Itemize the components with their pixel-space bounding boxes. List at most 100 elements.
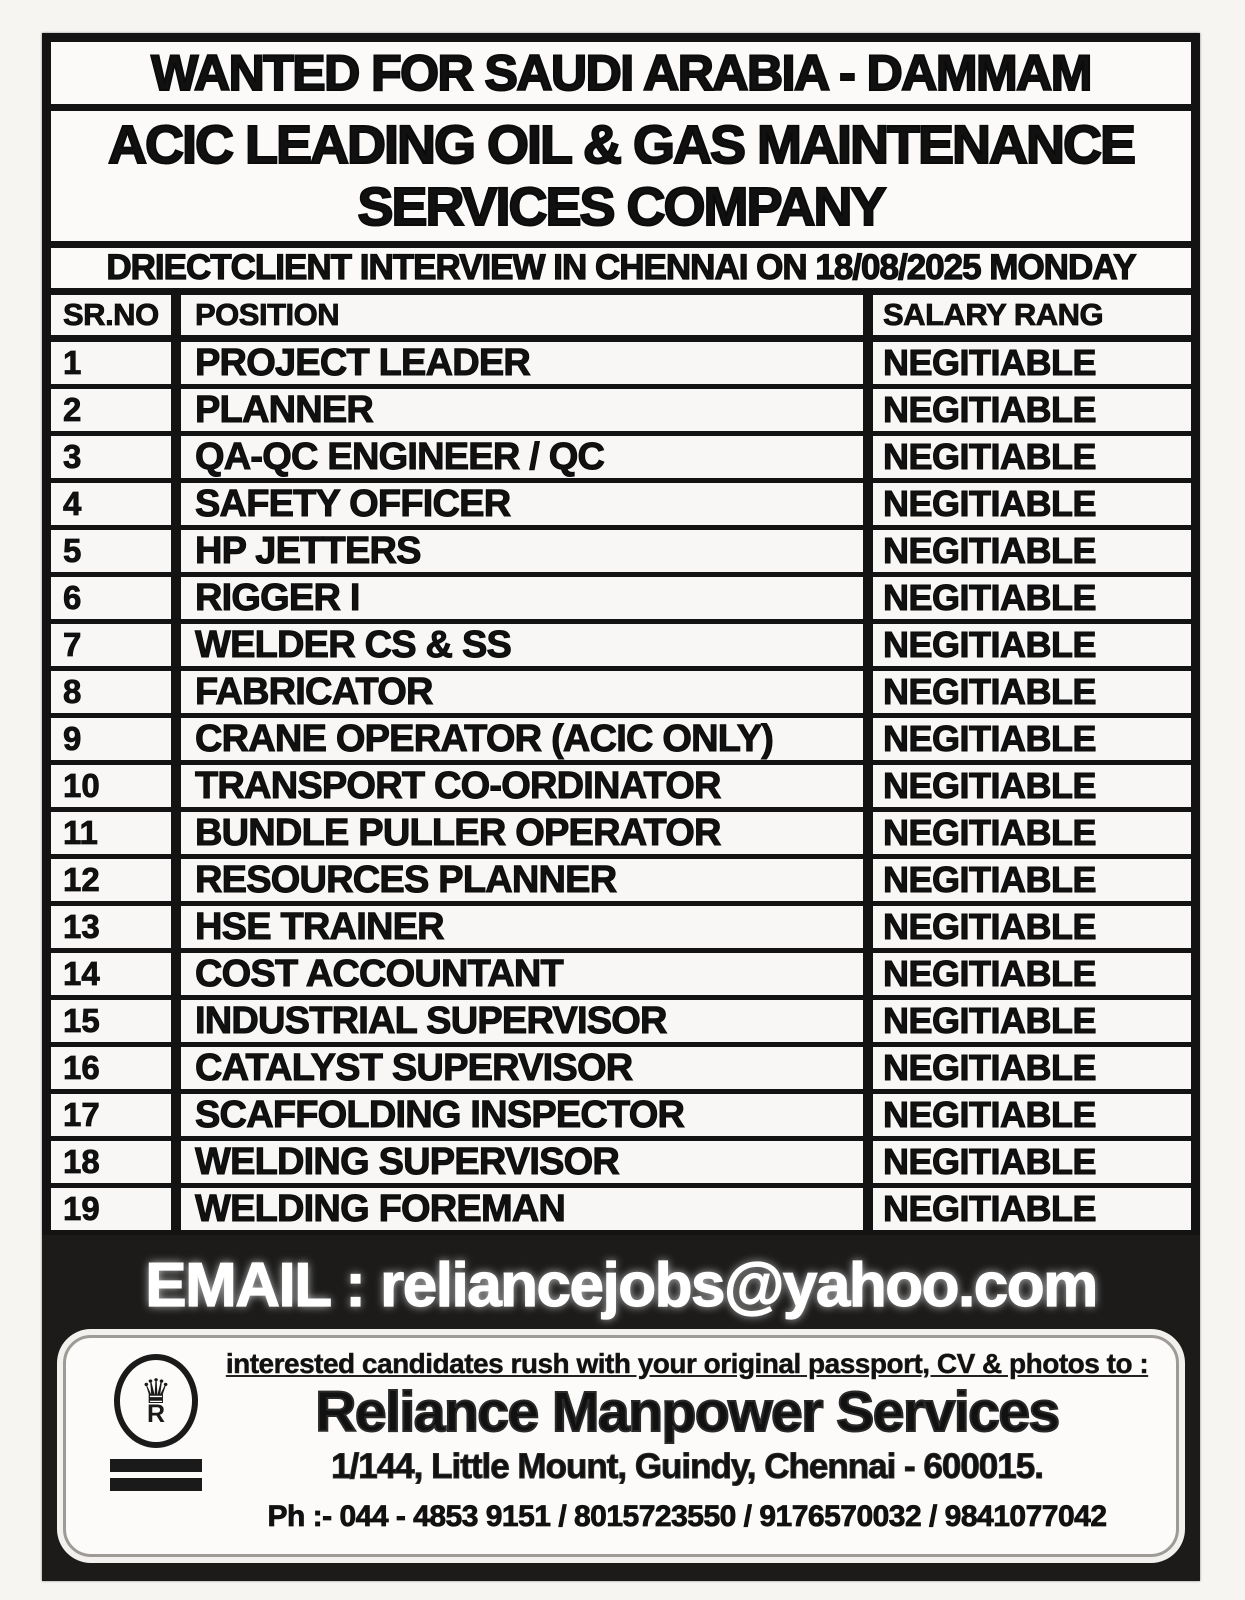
- company-title-band: ACIC LEADING OIL & GAS MAINTENANCE SERVI…: [51, 111, 1191, 241]
- position-cell: WELDING SUPERVISOR: [181, 1141, 863, 1183]
- logo-bar-icon: [110, 1478, 202, 1491]
- column-header-position: POSITION: [181, 295, 863, 335]
- contact-box: ♛ R interested candidates rush with your…: [63, 1335, 1179, 1557]
- salary-cell: NEGITIABLE: [873, 342, 1191, 384]
- table-row: 1 PROJECT LEADER NEGITIABLE: [51, 342, 1191, 384]
- table-row: 3 QA-QC ENGINEER / QC NEGITIABLE: [51, 436, 1191, 478]
- position-cell: QA-QC ENGINEER / QC: [181, 436, 863, 478]
- footer-section: EMAIL : reliancejobs@yahoo.com ♛ R inter…: [42, 1235, 1200, 1581]
- position-cell: INDUSTRIAL SUPERVISOR: [181, 1000, 863, 1042]
- sr-cell: 6: [51, 577, 171, 619]
- salary-cell: NEGITIABLE: [873, 1047, 1191, 1089]
- table-row: 15 INDUSTRIAL SUPERVISOR NEGITIABLE: [51, 1000, 1191, 1042]
- salary-cell: NEGITIABLE: [873, 1141, 1191, 1183]
- sr-cell: 15: [51, 1000, 171, 1042]
- position-cell: PROJECT LEADER: [181, 342, 863, 384]
- table-header-row: SR.NO POSITION SALARY RANG: [51, 295, 1191, 335]
- sr-cell: 2: [51, 389, 171, 431]
- agency-name: Reliance Manpower Services: [314, 1380, 1061, 1444]
- salary-cell: NEGITIABLE: [873, 530, 1191, 572]
- column-header-salary: SALARY RANG: [873, 295, 1191, 335]
- sr-cell: 5: [51, 530, 171, 572]
- crown-icon: ♛: [140, 1373, 172, 1411]
- main-title-band: WANTED FOR SAUDI ARABIA - DAMMAM: [51, 42, 1191, 104]
- salary-cell: NEGITIABLE: [873, 1188, 1191, 1230]
- poster-frame: WANTED FOR SAUDI ARABIA - DAMMAM ACIC LE…: [42, 33, 1200, 1581]
- table-row: 4 SAFETY OFFICER NEGITIABLE: [51, 483, 1191, 525]
- salary-cell: NEGITIABLE: [873, 624, 1191, 666]
- position-cell: SCAFFOLDING INSPECTOR: [181, 1094, 863, 1136]
- table-row: 16 CATALYST SUPERVISOR NEGITIABLE: [51, 1047, 1191, 1089]
- sr-cell: 1: [51, 342, 171, 384]
- table-row: 12 RESOURCES PLANNER NEGITIABLE: [51, 859, 1191, 901]
- salary-cell: NEGITIABLE: [873, 1094, 1191, 1136]
- sr-cell: 19: [51, 1188, 171, 1230]
- agency-address: 1/144, Little Mount, Guindy, Chennai - 6…: [331, 1446, 1045, 1486]
- position-cell: SAFETY OFFICER: [181, 483, 863, 525]
- salary-cell: NEGITIABLE: [873, 906, 1191, 948]
- position-cell: COST ACCOUNTANT: [181, 953, 863, 995]
- position-cell: CRANE OPERATOR (ACIC ONLY): [181, 718, 863, 760]
- crown-logo-icon: ♛ R: [114, 1354, 198, 1448]
- sr-cell: 7: [51, 624, 171, 666]
- position-cell: HP JETTERS: [181, 530, 863, 572]
- table-row: 6 RIGGER I NEGITIABLE: [51, 577, 1191, 619]
- email-line: EMAIL : reliancejobs@yahoo.com: [145, 1250, 1099, 1320]
- position-cell: HSE TRAINER: [181, 906, 863, 948]
- interview-banner: DRIECTCLIENT INTERVIEW IN CHENNAI ON 18/…: [51, 247, 1191, 288]
- table-row: 5 HP JETTERS NEGITIABLE: [51, 530, 1191, 572]
- salary-cell: NEGITIABLE: [873, 718, 1191, 760]
- column-header-srno: SR.NO: [51, 295, 171, 335]
- table-row: 13 HSE TRAINER NEGITIABLE: [51, 906, 1191, 948]
- sr-cell: 8: [51, 671, 171, 713]
- sr-cell: 10: [51, 765, 171, 807]
- agency-phone: Ph :- 044 - 4853 9151 / 8015723550 / 917…: [267, 1499, 1107, 1533]
- table-row: 19 WELDING FOREMAN NEGITIABLE: [51, 1188, 1191, 1230]
- sr-cell: 18: [51, 1141, 171, 1183]
- table-row: 14 COST ACCOUNTANT NEGITIABLE: [51, 953, 1191, 995]
- position-cell: TRANSPORT CO-ORDINATOR: [181, 765, 863, 807]
- agency-logo: ♛ R: [92, 1344, 220, 1548]
- salary-cell: NEGITIABLE: [873, 671, 1191, 713]
- table-row: 18 WELDING SUPERVISOR NEGITIABLE: [51, 1141, 1191, 1183]
- sr-cell: 4: [51, 483, 171, 525]
- position-cell: WELDING FOREMAN: [181, 1188, 863, 1230]
- company-title-line1: ACIC LEADING OIL & GAS MAINTENANCE: [107, 114, 1137, 176]
- salary-cell: NEGITIABLE: [873, 765, 1191, 807]
- sr-cell: 17: [51, 1094, 171, 1136]
- sr-cell: 3: [51, 436, 171, 478]
- salary-cell: NEGITIABLE: [873, 859, 1191, 901]
- sr-cell: 14: [51, 953, 171, 995]
- logo-bar-icon: [110, 1459, 202, 1472]
- salary-cell: NEGITIABLE: [873, 812, 1191, 854]
- position-cell: CATALYST SUPERVISOR: [181, 1047, 863, 1089]
- company-title-line2: SERVICES COMPANY: [356, 176, 887, 238]
- position-cell: RESOURCES PLANNER: [181, 859, 863, 901]
- logo-letter: R: [146, 1400, 166, 1428]
- main-title: WANTED FOR SAUDI ARABIA - DAMMAM: [150, 44, 1093, 102]
- notice-line: interested candidates rush with your ori…: [225, 1348, 1149, 1380]
- salary-cell: NEGITIABLE: [873, 577, 1191, 619]
- sr-cell: 12: [51, 859, 171, 901]
- salary-cell: NEGITIABLE: [873, 483, 1191, 525]
- sr-cell: 16: [51, 1047, 171, 1089]
- table-row: 10 TRANSPORT CO-ORDINATOR NEGITIABLE: [51, 765, 1191, 807]
- sr-cell: 9: [51, 718, 171, 760]
- sr-cell: 13: [51, 906, 171, 948]
- interview-banner-text: DRIECTCLIENT INTERVIEW IN CHENNAI ON 18/…: [106, 247, 1137, 287]
- position-cell: PLANNER: [181, 389, 863, 431]
- salary-cell: NEGITIABLE: [873, 389, 1191, 431]
- position-cell: BUNDLE PULLER OPERATOR: [181, 812, 863, 854]
- salary-cell: NEGITIABLE: [873, 436, 1191, 478]
- salary-cell: NEGITIABLE: [873, 1000, 1191, 1042]
- position-cell: WELDER CS & SS: [181, 624, 863, 666]
- position-cell: RIGGER I: [181, 577, 863, 619]
- salary-cell: NEGITIABLE: [873, 953, 1191, 995]
- table-row: 17 SCAFFOLDING INSPECTOR NEGITIABLE: [51, 1094, 1191, 1136]
- table-row: 9 CRANE OPERATOR (ACIC ONLY) NEGITIABLE: [51, 718, 1191, 760]
- table-row: 2 PLANNER NEGITIABLE: [51, 389, 1191, 431]
- contact-text: interested candidates rush with your ori…: [220, 1344, 1154, 1548]
- position-cell: FABRICATOR: [181, 671, 863, 713]
- table-row: 8 FABRICATOR NEGITIABLE: [51, 671, 1191, 713]
- table-row: 7 WELDER CS & SS NEGITIABLE: [51, 624, 1191, 666]
